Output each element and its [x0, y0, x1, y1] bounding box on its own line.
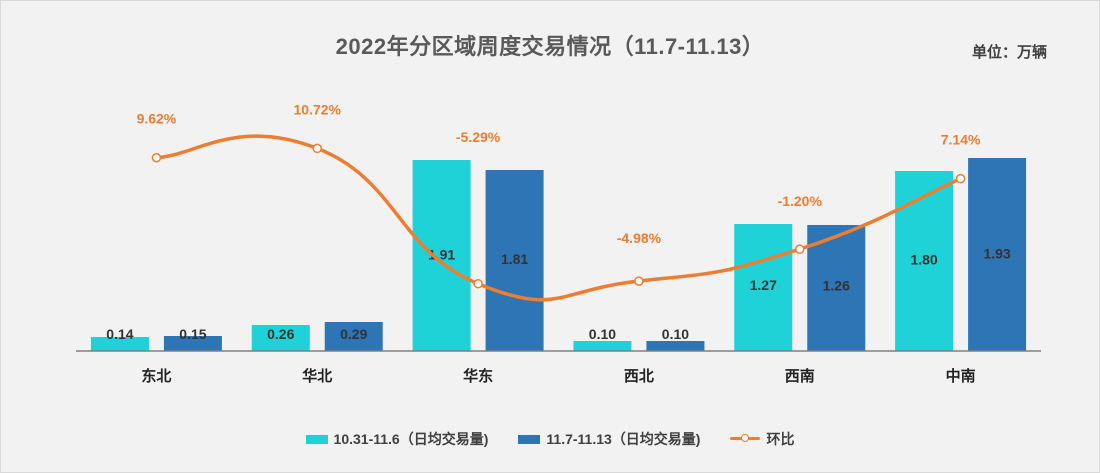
bar-s1-4	[734, 224, 793, 351]
legend-swatch-mom	[730, 434, 761, 444]
bar-s1-0	[90, 337, 149, 351]
mom-label-4: -1.20%	[778, 193, 823, 209]
legend-item-series-1[interactable]: 10.31-11.6（日均交易量)	[305, 429, 489, 449]
mom-label-5: 7.14%	[941, 132, 981, 148]
bar-label-s2-4: 1.26	[823, 278, 850, 294]
mom-label-2: -5.29%	[456, 129, 501, 145]
bar-label-s1-0: 0.14	[106, 326, 133, 342]
mom-marker-4	[795, 244, 805, 254]
bar-s1-5	[895, 171, 954, 351]
bar-label-s2-2: 1.81	[501, 251, 528, 267]
bar-label-s2-0: 0.15	[179, 326, 206, 342]
plot-area: 0.14 0.261.910.101.271.800.15 0.291.810.10…	[76, 101, 1041, 385]
x-tick-label-4: 西南	[785, 367, 815, 385]
bar-s1-2	[412, 160, 471, 351]
bar-s2-5	[968, 158, 1027, 351]
bar-label-s2-1: 0.29	[340, 326, 367, 342]
mom-label-0: 9.62%	[137, 111, 177, 127]
mom-line	[154, 134, 963, 302]
chart-title: 2022年分区域周度交易情况（11.7-11.13）	[335, 34, 765, 59]
bar-s2-4	[807, 225, 866, 351]
mom-marker-3	[634, 276, 644, 286]
bar-s2-3	[646, 341, 705, 351]
mom-label-3: -4.98%	[617, 230, 662, 246]
bar-label-s1-5: 1.80	[910, 252, 937, 268]
x-tick-label-1: 华北	[302, 367, 332, 385]
legend-label-mom: 环比	[766, 431, 795, 447]
mom-marker-1	[312, 143, 322, 154]
x-tick-label-0: 东北	[141, 367, 171, 385]
legend-label-series-2: 11.7-11.13（日均交易量)	[546, 431, 701, 447]
mom-marker-0	[151, 152, 162, 163]
bar-s2-0	[163, 336, 222, 351]
bar-s2-2	[485, 170, 544, 351]
mom-label-1: 10.72%	[294, 101, 342, 117]
legend-item-series-2[interactable]: 11.7-11.13（日均交易量)	[518, 429, 700, 449]
x-tick-label-2: 华东	[463, 367, 493, 385]
legend-item-mom[interactable]: 环比	[730, 429, 794, 449]
mom-marker-2	[473, 278, 483, 289]
bar-s2-1	[324, 322, 383, 351]
bar-label-s1-4: 1.27	[750, 277, 777, 293]
x-tick-label-5: 中南	[946, 367, 976, 385]
x-tick-label-3: 西北	[624, 368, 654, 385]
bar-label-s1-1: 0.26	[267, 326, 294, 342]
bar-s1-1	[251, 325, 310, 351]
legend-swatch-series-2	[518, 434, 541, 444]
legend-label-series-1: 10.31-11.6（日均交易量)	[333, 431, 489, 447]
bar-label-s2-3: 0.10	[662, 326, 689, 342]
bar-label-s2-5: 1.93	[983, 245, 1010, 261]
bar-s1-3	[573, 341, 632, 351]
legend-swatch-series-1	[305, 434, 328, 444]
unit-label: 单位：万辆	[971, 44, 1047, 61]
bar-label-s1-3: 0.10	[589, 326, 616, 342]
mom-marker-5	[955, 173, 966, 184]
legend: 10.31-11.6（日均交易量) 11.7-11.13（日均交易量) 环比	[1, 429, 1099, 449]
